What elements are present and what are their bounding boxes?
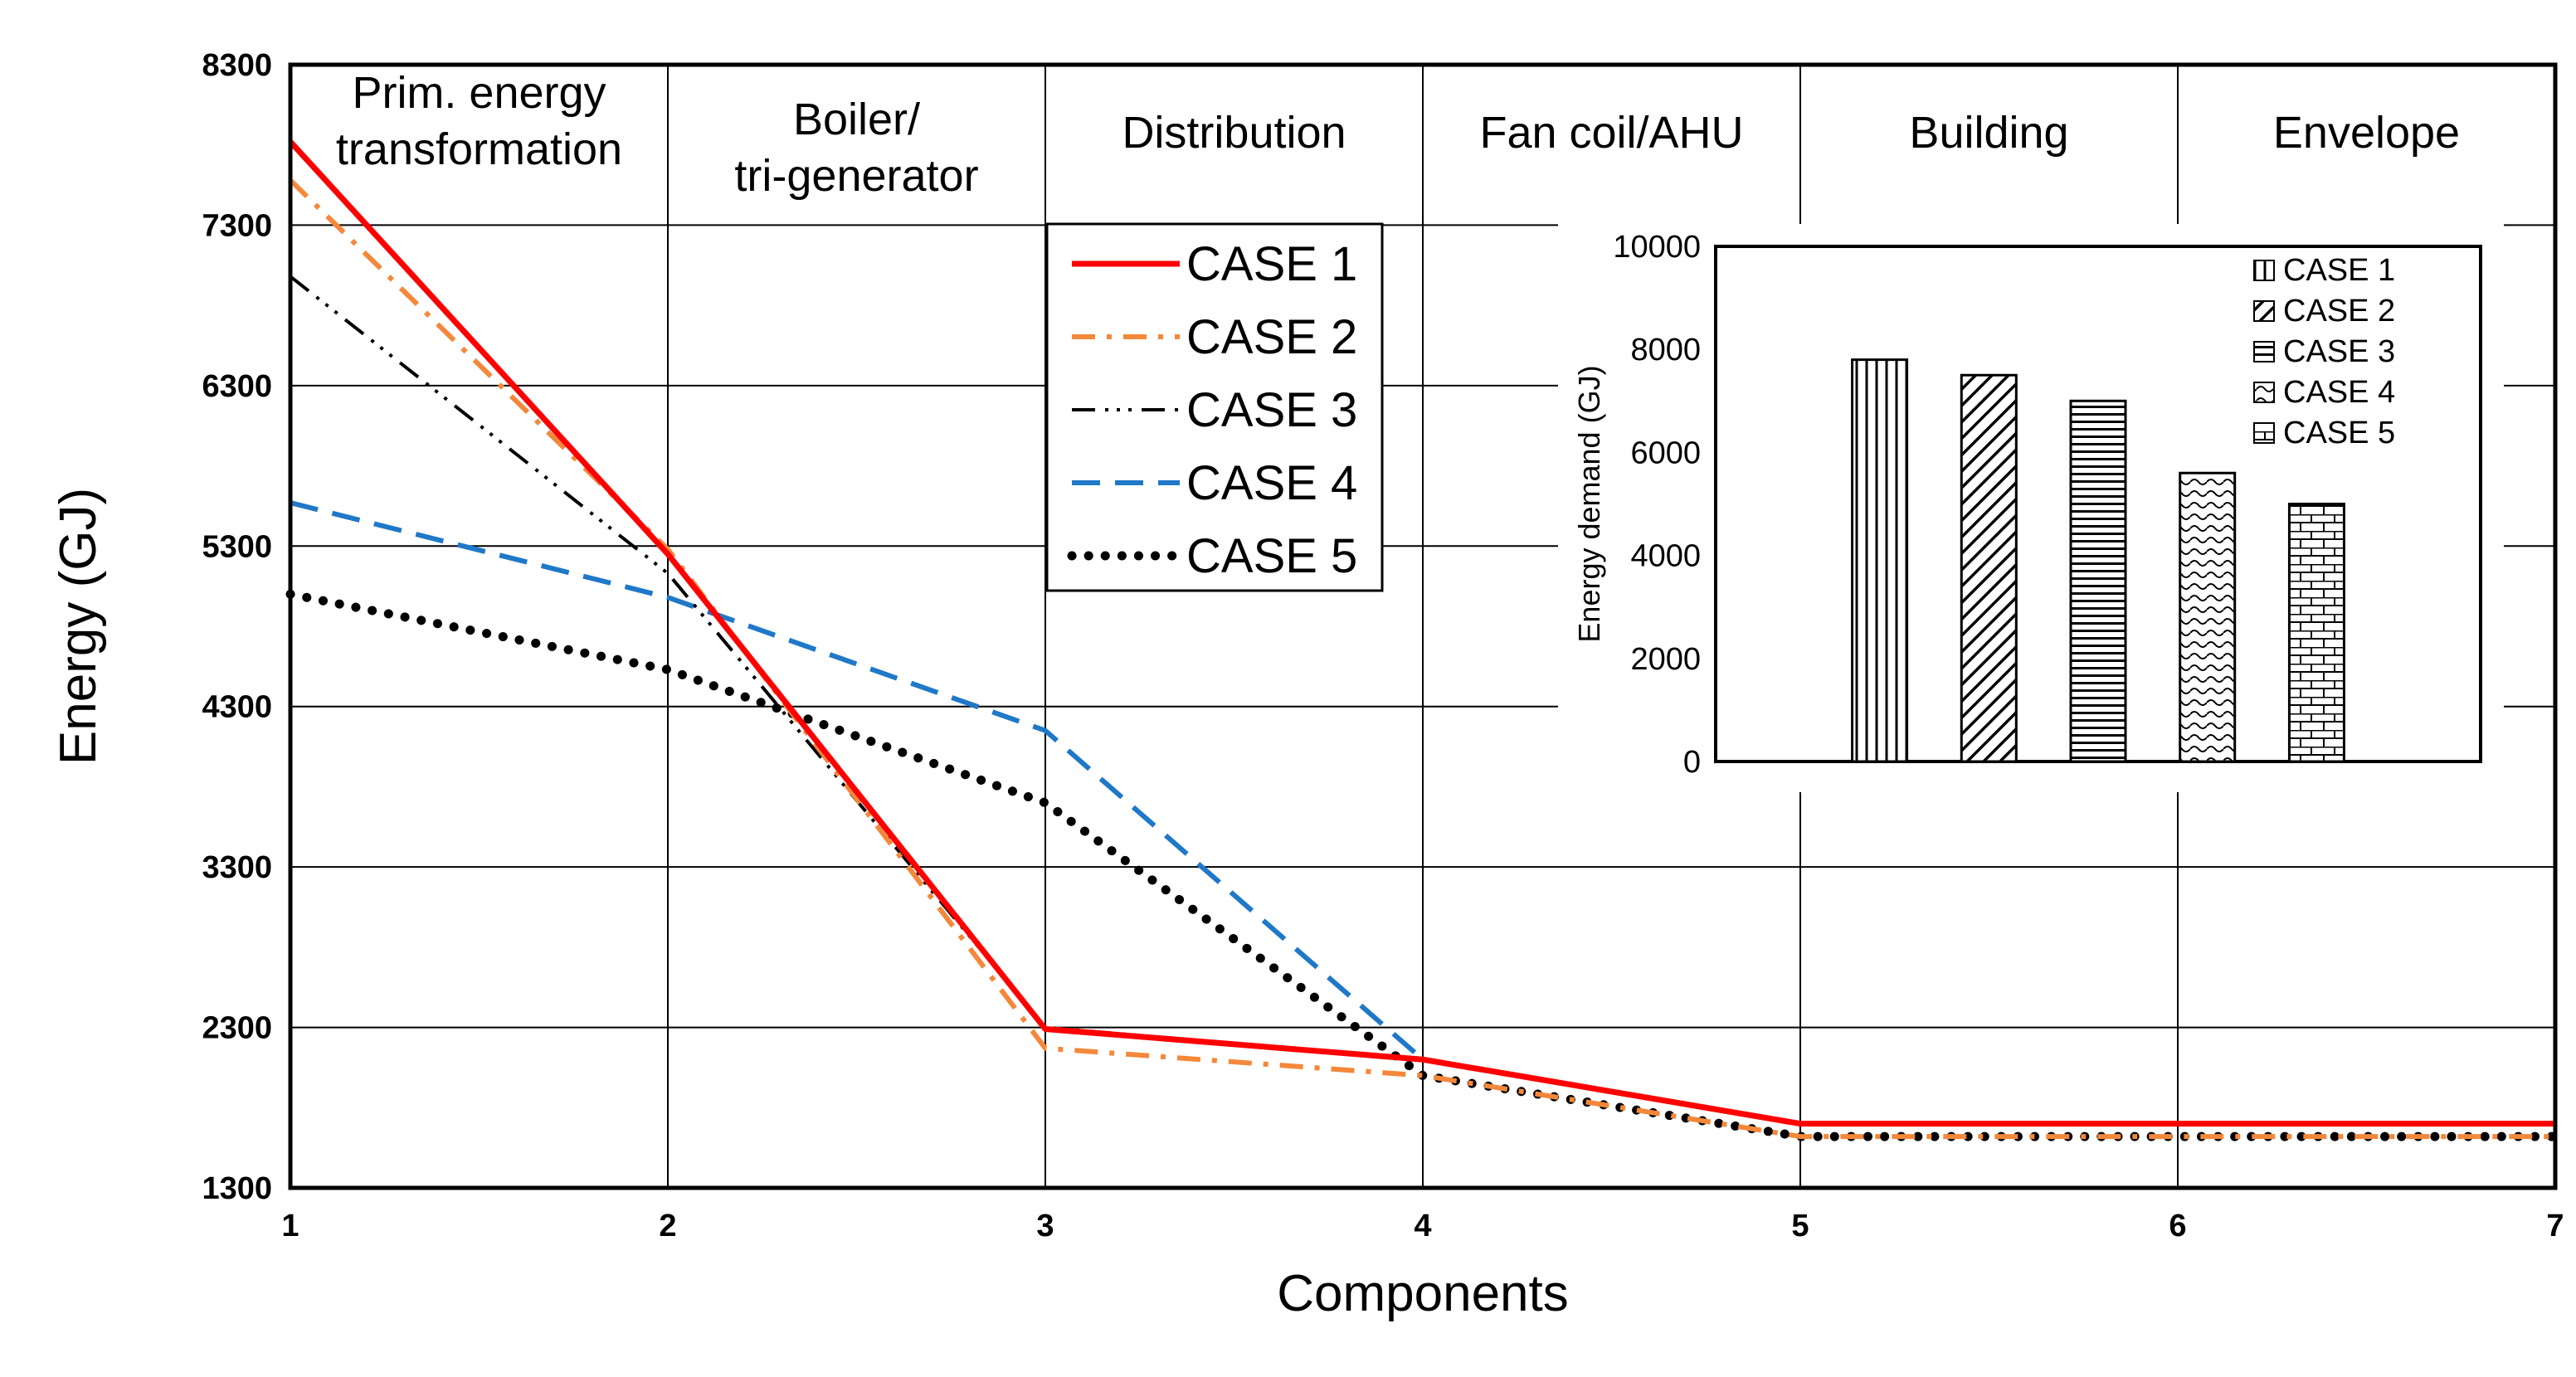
legend-label: CASE 2 [1186, 310, 1357, 364]
inset-y-tick-label: 6000 [1630, 435, 1701, 470]
legend-label: CASE 4 [1186, 456, 1357, 510]
y-tick-label: 6300 [202, 369, 272, 404]
inset-bar-case-4 [2179, 471, 2237, 763]
legend-label: CASE 1 [1186, 237, 1357, 291]
series-lines [285, 139, 2560, 1141]
inset-y-tick-label: 2000 [1630, 642, 1701, 677]
x-tick-label: 4 [1414, 1209, 1431, 1243]
series-line-case-1 [288, 139, 2555, 1127]
x-tick-label: 7 [2546, 1209, 2564, 1243]
legend-label: CASE 3 [1186, 383, 1357, 437]
inset-legend-label: CASE 4 [2283, 375, 2395, 410]
inset-legend-swatch [2253, 300, 2275, 322]
y-tick-label: 3300 [202, 850, 272, 885]
main-legend: CASE 1 CASE 2 CASE 3 CASE 4 CASE 5 [1045, 222, 1384, 592]
inset-legend-label: CASE 2 [2283, 294, 2395, 328]
inset-y-tick-label: 8000 [1630, 333, 1701, 367]
x-tick-label: 5 [1791, 1209, 1809, 1243]
region-label: Fan coil/AHU [1479, 108, 1743, 158]
region-labels: Prim. energy transformation Boiler/tri-gen… [336, 68, 2460, 201]
region-label: Boiler/ [793, 95, 920, 144]
inset-y-tick-label: 10000 [1613, 230, 1701, 265]
inset-legend-label: CASE 3 [2283, 334, 2395, 369]
plot-frame [288, 62, 2558, 1190]
inset-legend-swatch [2253, 422, 2275, 444]
inset-legend-swatch [2253, 382, 2275, 403]
x-tick-label: 1 [281, 1209, 299, 1243]
inset-bar-chart: 0 2000 4000 6000 8000 10000 Energy demand (GJ)… [1558, 224, 2504, 792]
axes: 1300 2300 3300 4300 5300 6300 7300 8300 1 2 3 4 5 6 7 C… [50, 48, 2564, 1322]
x-tick-label: 6 [2169, 1209, 2186, 1243]
series-line-case-5 [285, 589, 2560, 1141]
inset-legend-swatch [2253, 341, 2275, 362]
x-tick-label: 2 [659, 1209, 676, 1243]
region-label: transformation [336, 124, 622, 174]
region-label: Envelope [2273, 108, 2460, 158]
region-label: Distribution [1122, 108, 1346, 158]
y-tick-label: 1300 [202, 1171, 272, 1206]
y-tick-label: 5300 [202, 529, 272, 564]
x-axis-title: Components [1277, 1265, 1569, 1322]
y-tick-label: 4300 [202, 690, 272, 725]
inset-y-tick-label: 0 [1683, 745, 1701, 780]
inset-bar-case-3 [2069, 399, 2127, 763]
y-axis-title: Energy (GJ) [50, 488, 107, 765]
inset-bar-case-5 [2287, 503, 2345, 763]
x-tick-label: 3 [1036, 1209, 1054, 1243]
y-tick-label: 2300 [202, 1011, 272, 1046]
inset-bar-case-1 [1851, 358, 1909, 763]
region-label: Building [1909, 108, 2068, 158]
legend-box [1045, 222, 1384, 592]
inset-bar-case-2 [1960, 373, 2018, 763]
inset-legend-label: CASE 1 [2283, 253, 2395, 288]
region-label: tri-generator [734, 151, 978, 201]
legend-label: CASE 5 [1186, 529, 1357, 583]
inset-y-tick-label: 4000 [1630, 539, 1701, 574]
series-line-case-2 [288, 178, 2555, 1140]
region-label: Prim. energy [352, 68, 606, 118]
inset-y-axis-title: Energy demand (GJ) [1572, 365, 1606, 642]
inset-legend-swatch [2253, 260, 2275, 281]
inset-legend-label: CASE 5 [2283, 416, 2395, 450]
y-tick-label: 7300 [202, 208, 272, 243]
y-tick-label: 8300 [202, 48, 272, 83]
